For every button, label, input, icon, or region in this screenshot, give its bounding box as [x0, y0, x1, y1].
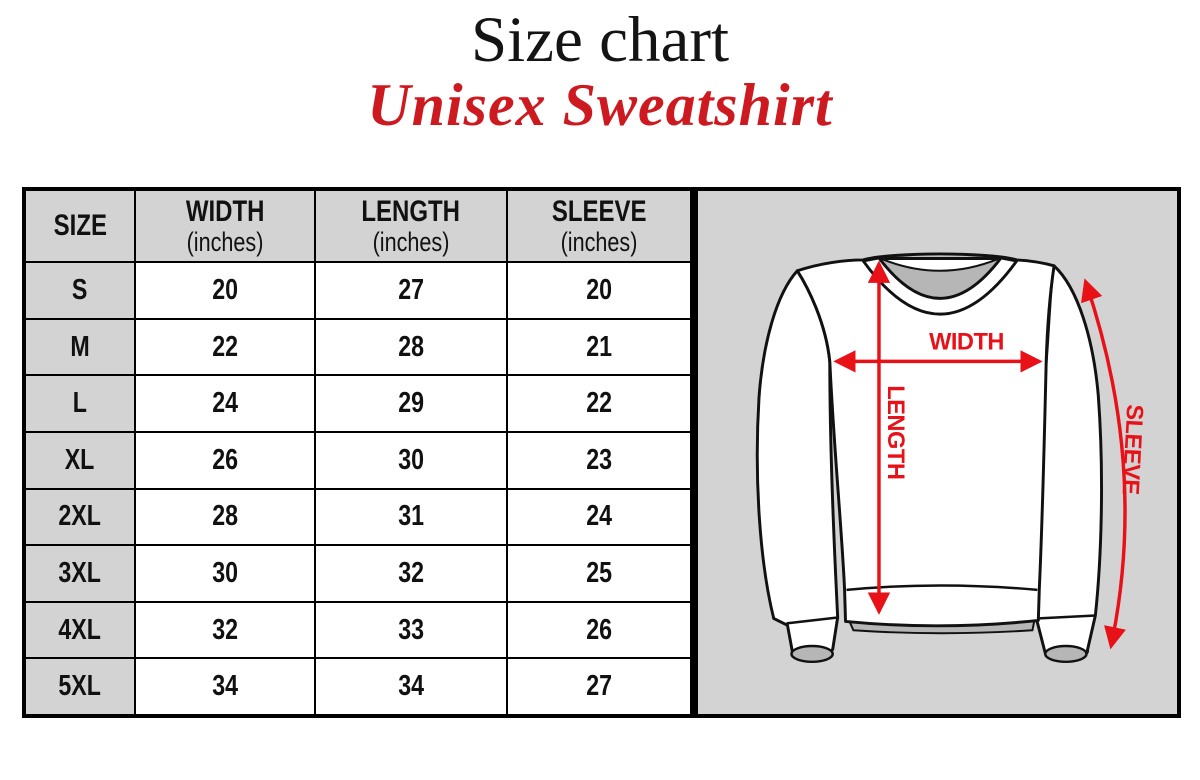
table-cell: 32: [315, 545, 507, 602]
table-cell: 34: [315, 658, 507, 715]
table-cell: 30: [135, 545, 316, 602]
table-cell: 26: [506, 601, 691, 659]
table-cell: 21: [506, 318, 691, 376]
table-row-label: 4XL: [25, 601, 135, 659]
table-cell: 24: [135, 375, 316, 432]
table-cell: 33: [315, 601, 507, 659]
table-cell: 29: [315, 375, 507, 432]
collar-band: [861, 256, 1019, 316]
table-cell: 22: [506, 375, 691, 432]
table-cell: 20: [506, 262, 691, 319]
left-cuff-opening: [790, 644, 834, 664]
table-header-sleeve: SLEEVE (inches): [506, 190, 691, 263]
table-row-label: 3XL: [25, 545, 135, 602]
width-label: WIDTH: [929, 330, 1004, 356]
sweatshirt-body: [795, 252, 1056, 628]
table-cell: 28: [135, 488, 316, 546]
collar-inner-band: [880, 257, 999, 272]
table-cell: 20: [135, 262, 316, 319]
right-cuff-opening: [1043, 644, 1088, 664]
table-cell: 27: [315, 262, 507, 319]
sleeve-arrow: [1081, 278, 1127, 650]
table-cell: 28: [315, 318, 507, 376]
table-header-width: WIDTH (inches): [135, 190, 316, 263]
table-cell: 26: [135, 431, 316, 489]
table-row-label: XL: [25, 431, 135, 489]
table-cell: 23: [506, 431, 691, 489]
sleeve-label: SLEEVE: [1117, 404, 1148, 496]
table-cell: 25: [506, 545, 691, 602]
table-cell: 32: [135, 601, 316, 659]
table-cell: 30: [315, 431, 507, 489]
sweatshirt-illustration: WIDTH LENGTH SLEEVE: [755, 252, 1148, 664]
table-row-label: S: [25, 262, 135, 319]
table-cell: 34: [135, 658, 316, 715]
table-row-label: L: [25, 375, 135, 432]
table-cell: 24: [506, 488, 691, 546]
table-row-label: M: [25, 318, 135, 376]
table-cell: 31: [315, 488, 507, 546]
size-table: SIZE WIDTH (inches) LENGTH (inches) SLEEVE…: [22, 187, 694, 718]
left-cuff-line: [786, 616, 838, 625]
table-cell: 22: [135, 318, 316, 376]
table-cell: 27: [506, 658, 691, 715]
table-row-label: 2XL: [25, 488, 135, 546]
sweatshirt-diagram-panel: WIDTH LENGTH SLEEVE: [694, 187, 1181, 718]
page-subtitle: Unisex Sweatshirt: [367, 72, 833, 138]
length-label: LENGTH: [882, 385, 908, 479]
table-header-size: SIZE: [25, 190, 135, 263]
table-header-length: LENGTH (inches): [315, 190, 507, 263]
page-title: Size chart: [470, 4, 730, 76]
table-row-label: 5XL: [25, 658, 135, 715]
